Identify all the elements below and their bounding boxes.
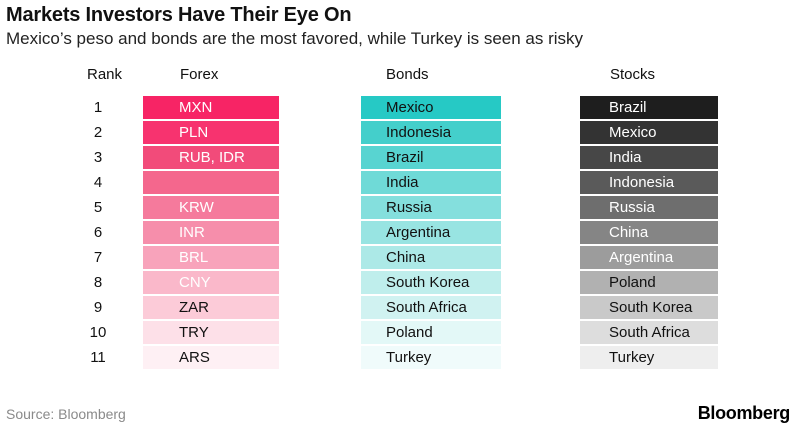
rank-number: 11 (90, 349, 106, 366)
rank-number: 3 (93, 149, 103, 166)
stocks-cell: South Korea (580, 296, 718, 319)
stocks-cell: Indonesia (580, 171, 718, 194)
column-header-bonds: Bonds (386, 66, 429, 83)
forex-cell: BRL (143, 246, 279, 269)
rank-number: 4 (93, 174, 103, 191)
bonds-cell: Argentina (361, 221, 501, 244)
forex-cell: ZAR (143, 296, 279, 319)
stocks-cell: Mexico (580, 121, 718, 144)
stocks-cell: South Africa (580, 321, 718, 344)
forex-cell: MXN (143, 96, 279, 119)
stocks-cell: Russia (580, 196, 718, 219)
bonds-cell: Mexico (361, 96, 501, 119)
rank-number: 7 (93, 249, 103, 266)
bonds-cell: Russia (361, 196, 501, 219)
source-note: Source: Bloomberg (6, 406, 126, 422)
bonds-cell: South Africa (361, 296, 501, 319)
bonds-cell: Indonesia (361, 121, 501, 144)
chart-title: Markets Investors Have Their Eye On (6, 4, 352, 26)
bonds-cell: China (361, 246, 501, 269)
stocks-cell: Argentina (580, 246, 718, 269)
rank-number: 5 (93, 199, 103, 216)
forex-cell: KRW (143, 196, 279, 219)
bonds-cell: India (361, 171, 501, 194)
forex-cell: PLN (143, 121, 279, 144)
column-header-forex: Forex (180, 66, 219, 83)
stocks-cell: China (580, 221, 718, 244)
rank-number: 2 (93, 124, 103, 141)
bonds-cell: Turkey (361, 346, 501, 369)
stocks-cell: Brazil (580, 96, 718, 119)
rank-number: 8 (93, 274, 103, 291)
rank-number: 1 (93, 99, 103, 116)
forex-cell: ARS (143, 346, 279, 369)
bonds-cell: South Korea (361, 271, 501, 294)
forex-cell: RUB, IDR (143, 146, 279, 169)
forex-cell: INR (143, 221, 279, 244)
rank-number: 6 (93, 224, 103, 241)
bonds-cell: Poland (361, 321, 501, 344)
bonds-cell: Brazil (361, 146, 501, 169)
stocks-cell: Poland (580, 271, 718, 294)
forex-cell (143, 171, 279, 194)
rank-number: 9 (93, 299, 103, 316)
forex-cell: TRY (143, 321, 279, 344)
chart-subtitle: Mexico’s peso and bonds are the most fav… (6, 29, 584, 48)
column-header-stocks: Stocks (610, 66, 656, 83)
rank-number: 10 (89, 324, 107, 341)
stocks-cell: Turkey (580, 346, 718, 369)
forex-cell: CNY (143, 271, 279, 294)
column-header-rank: Rank (87, 66, 123, 83)
bloomberg-logo: Bloomberg (697, 403, 791, 423)
stocks-cell: India (580, 146, 718, 169)
